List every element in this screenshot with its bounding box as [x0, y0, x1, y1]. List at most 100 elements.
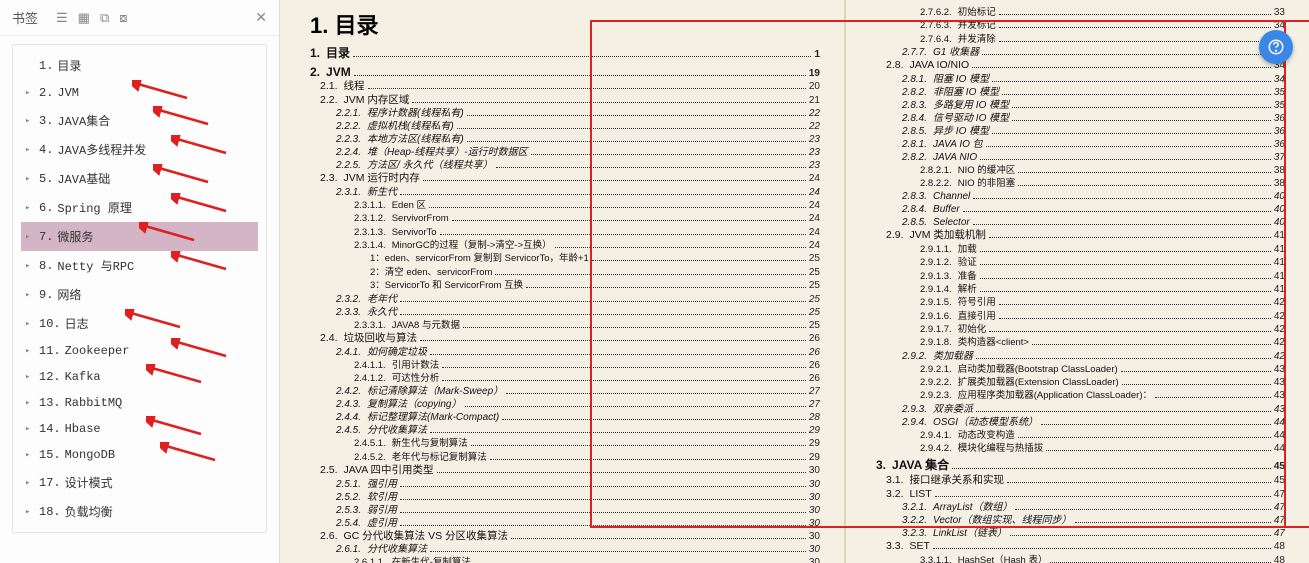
toc-entry[interactable]: 2.9.1.5.符号引用42: [876, 296, 1285, 309]
expand-arrow-icon[interactable]: ▸: [25, 145, 35, 155]
toc-entry[interactable]: 2.3.1.新生代24: [310, 186, 820, 199]
thumbnail-icon[interactable]: ▦: [78, 10, 90, 26]
toc-entry[interactable]: 3.2.1.ArrayList（数组）47: [876, 501, 1285, 514]
toc-entry[interactable]: 2.3.1.4.MinorGC的过程（复制->清空->互换）24: [310, 239, 820, 252]
toc-entry[interactable]: 2.7.6.3.并发标记34: [876, 19, 1285, 32]
toc-entry[interactable]: 2.6.GC 分代收集算法 VS 分区收集算法30: [310, 530, 820, 544]
expand-arrow-icon[interactable]: ▸: [25, 398, 35, 408]
toc-entry[interactable]: 2.4.1.如何确定垃圾26: [310, 346, 820, 359]
expand-arrow-icon[interactable]: ▸: [25, 346, 35, 356]
bookmark-item[interactable]: ▸9.网络: [21, 280, 258, 309]
toc-entry[interactable]: 2：清空 eden、servicorFrom25: [310, 266, 820, 279]
help-fab[interactable]: [1259, 30, 1293, 64]
toc-entry[interactable]: 2.8.2.1.NIO 的缓冲区38: [876, 164, 1285, 177]
attach-icon[interactable]: ⧉: [100, 10, 109, 26]
toc-entry[interactable]: 3：ServicorTo 和 ServicorFrom 互换25: [310, 279, 820, 292]
toc-entry[interactable]: 2.5.1.强引用30: [310, 478, 820, 491]
expand-arrow-icon[interactable]: ▸: [25, 261, 35, 271]
toc-entry[interactable]: 2.7.7.G1 收集器34: [876, 46, 1285, 59]
toc-entry[interactable]: 2.6.1.1.在新生代-复制算法30: [310, 556, 820, 563]
toc-entry[interactable]: 2.5.JAVA 四中引用类型30: [310, 464, 820, 478]
expand-arrow-icon[interactable]: ▸: [25, 450, 35, 460]
toc-entry[interactable]: 2.3.2.老年代25: [310, 293, 820, 306]
toc-entry[interactable]: 2.9.1.1.加载41: [876, 243, 1285, 256]
expand-arrow-icon[interactable]: ▸: [25, 478, 35, 488]
expand-arrow-icon[interactable]: ▸: [25, 232, 35, 242]
toc-entry[interactable]: 3.2.2.Vector（数组实现、线程同步）47: [876, 514, 1285, 527]
expand-arrow-icon[interactable]: ▸: [25, 203, 35, 213]
toc-entry[interactable]: 2.4.垃圾回收与算法26: [310, 332, 820, 346]
bookmark-item[interactable]: ▸4.JAVA多线程并发: [21, 135, 258, 164]
toc-entry[interactable]: 2.9.1.2.验证41: [876, 256, 1285, 269]
expand-arrow-icon[interactable]: ▸: [25, 507, 35, 517]
toc-entry[interactable]: 2.8.4.Buffer40: [876, 203, 1285, 216]
bookmark-item[interactable]: ▸12.Kafka: [21, 364, 258, 390]
toc-entry[interactable]: 2.4.4.标记整理算法(Mark-Compact)28: [310, 411, 820, 424]
toc-entry[interactable]: 2.3.3.1.JAVA8 与元数据25: [310, 319, 820, 332]
bookmark-item[interactable]: ▸13.RabbitMQ: [21, 390, 258, 416]
toc-entry[interactable]: 2.9.2.3.应用程序类加载器(Application ClassLoader…: [876, 389, 1285, 402]
toc-entry[interactable]: 3.2.LIST47: [876, 488, 1285, 502]
bookmark-item[interactable]: ▸17.设计模式: [21, 468, 258, 497]
toc-entry[interactable]: 2.8.3.多路复用 IO 模型35: [876, 99, 1285, 112]
toc-entry[interactable]: 2.9.3.双亲委派43: [876, 403, 1285, 416]
toc-entry[interactable]: 3.1.接口继承关系和实现45: [876, 474, 1285, 488]
expand-arrow-icon[interactable]: ▸: [25, 319, 35, 329]
toc-entry[interactable]: 2.9.1.6.直接引用42: [876, 310, 1285, 323]
toc-entry[interactable]: 2.4.1.2.可达性分析26: [310, 372, 820, 385]
toc-entry[interactable]: 2.9.1.3.准备41: [876, 270, 1285, 283]
toc-entry[interactable]: 2.9.4.OSGI（动态模型系统）44: [876, 416, 1285, 429]
toc-entry[interactable]: 2.1.线程20: [310, 80, 820, 94]
toc-entry[interactable]: 3.2.3.LinkList（链表）47: [876, 527, 1285, 540]
expand-arrow-icon[interactable]: ▸: [25, 116, 35, 126]
bookmark-item[interactable]: ▸6.Spring 原理: [21, 193, 258, 222]
bookmark-item[interactable]: ▸2.JVM: [21, 80, 258, 106]
toc-entry[interactable]: 2.4.5.1.新生代与复制算法29: [310, 437, 820, 450]
toc-entry[interactable]: 2.9.4.2.模块化编程与热插拔44: [876, 442, 1285, 455]
toc-entry[interactable]: 2.5.4.虚引用30: [310, 517, 820, 530]
toc-entry[interactable]: 2.3.JVM 运行时内存24: [310, 172, 820, 186]
toc-entry[interactable]: 2.JVM19: [310, 65, 820, 81]
close-icon[interactable]: ✕: [255, 9, 267, 26]
toc-entry[interactable]: 3.3.SET48: [876, 540, 1285, 554]
toc-entry[interactable]: 2.2.5.方法区/ 永久代（线程共享）23: [310, 159, 820, 172]
toc-entry[interactable]: 2.2.3.本地方法区(线程私有)23: [310, 133, 820, 146]
toc-entry[interactable]: 2.8.2.JAVA NIO37: [876, 151, 1285, 164]
toc-entry[interactable]: 2.8.2.2.NIO 的非阻塞38: [876, 177, 1285, 190]
toc-entry[interactable]: 2.8.JAVA IO/NIO34: [876, 59, 1285, 73]
toc-entry[interactable]: 2.4.1.1.引用计数法26: [310, 359, 820, 372]
toc-entry[interactable]: 2.2.1.程序计数器(线程私有)22: [310, 107, 820, 120]
bookmark-item[interactable]: ▸7. 微服务: [21, 222, 258, 251]
toc-entry[interactable]: 3.JAVA 集合45: [876, 458, 1285, 474]
toc-entry[interactable]: 2.4.3.复制算法（copying）27: [310, 398, 820, 411]
expand-arrow-icon[interactable]: ▸: [25, 88, 35, 98]
toc-entry[interactable]: 1.目录1: [310, 46, 820, 62]
bookmark-item[interactable]: ▸14.Hbase: [21, 416, 258, 442]
toc-entry[interactable]: 2.9.1.7.初始化42: [876, 323, 1285, 336]
toc-entry[interactable]: 2.3.3.永久代25: [310, 306, 820, 319]
toc-entry[interactable]: 2.7.6.2.初始标记33: [876, 6, 1285, 19]
toc-entry[interactable]: 2.2.4.堆（Heap-线程共享）-运行时数据区23: [310, 146, 820, 159]
toc-entry[interactable]: 2.9.2.1.启动类加载器(Bootstrap ClassLoader)43: [876, 363, 1285, 376]
bookmark-item[interactable]: ▸15.MongoDB: [21, 442, 258, 468]
toc-entry[interactable]: 2.8.5.异步 IO 模型36: [876, 125, 1285, 138]
bookmark-item[interactable]: 1.目录: [21, 51, 258, 80]
toc-entry[interactable]: 2.5.3.弱引用30: [310, 504, 820, 517]
expand-arrow-icon[interactable]: ▸: [25, 290, 35, 300]
layers-icon[interactable]: ⧇: [119, 10, 127, 26]
toc-entry[interactable]: 2.8.5.Selector40: [876, 216, 1285, 229]
toc-entry[interactable]: 2.9.1.4.解析41: [876, 283, 1285, 296]
toc-entry[interactable]: 2.4.2.标记清除算法（Mark-Sweep）27: [310, 385, 820, 398]
toc-entry[interactable]: 2.3.1.2.ServivorFrom24: [310, 212, 820, 225]
bookmark-item[interactable]: ▸11.Zookeeper: [21, 338, 258, 364]
expand-arrow-icon[interactable]: ▸: [25, 424, 35, 434]
toc-entry[interactable]: 2.9.2.类加载器42: [876, 350, 1285, 363]
toc-entry[interactable]: 2.8.3.Channel40: [876, 190, 1285, 203]
expand-arrow-icon[interactable]: ▸: [25, 174, 35, 184]
toc-entry[interactable]: 2.9.1.8.类构造器<client>42: [876, 336, 1285, 349]
toc-entry[interactable]: 2.8.4.信号驱动 IO 模型36: [876, 112, 1285, 125]
toc-entry[interactable]: 2.4.5.2.老年代与标记复制算法29: [310, 451, 820, 464]
bookmark-item[interactable]: ▸8.Netty 与RPC: [21, 251, 258, 280]
toc-entry[interactable]: 2.5.2.软引用30: [310, 491, 820, 504]
toc-entry[interactable]: 3.3.1.1.HashSet（Hash 表）48: [876, 554, 1285, 563]
